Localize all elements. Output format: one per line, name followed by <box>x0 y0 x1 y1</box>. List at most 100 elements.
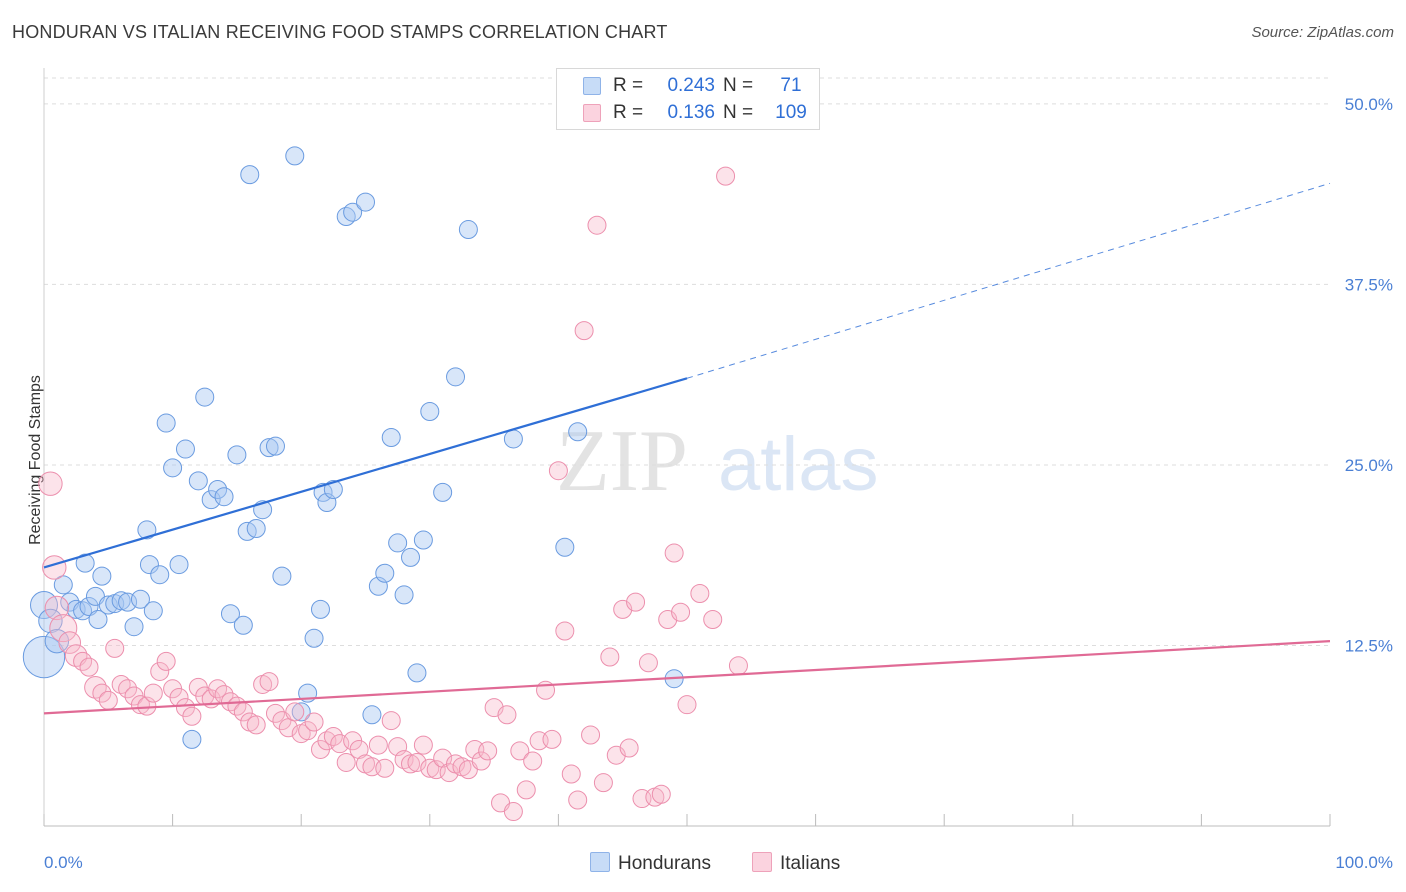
italian-point <box>619 738 639 758</box>
x-tick-label: 0.0% <box>44 853 83 872</box>
italians-legend-label: Italians <box>780 853 841 874</box>
n-label: N = <box>723 102 754 123</box>
honduran-point <box>53 575 73 595</box>
chart-title: HONDURAN VS ITALIAN RECEIVING FOOD STAMP… <box>12 22 668 42</box>
honduran-point <box>401 547 421 567</box>
italian-point <box>413 735 433 755</box>
y-tick-label: 12.5% <box>1345 636 1393 655</box>
honduran-point <box>88 609 108 629</box>
italian-point <box>118 679 138 699</box>
honduran-point <box>227 445 247 465</box>
italians-swatch <box>583 104 601 122</box>
n-value: 109 <box>775 102 807 123</box>
italian-trend-line <box>43 640 1331 715</box>
honduran-point <box>246 518 266 538</box>
italian-point <box>574 321 594 341</box>
italian-point <box>98 690 118 710</box>
r-value: 0.243 <box>667 75 715 96</box>
italian-point <box>285 702 305 722</box>
honduran-point <box>137 520 157 540</box>
italian-point <box>548 461 568 481</box>
italian-point <box>336 752 356 772</box>
honduran-point <box>44 628 70 654</box>
italian-point <box>105 638 125 658</box>
italian-point <box>259 672 279 692</box>
italians-legend-swatch <box>752 852 772 872</box>
honduran-point <box>362 705 382 725</box>
honduran-point <box>111 591 131 611</box>
italian-point <box>690 583 710 603</box>
legend-item-hondurans: Hondurans <box>590 852 711 875</box>
italian-point <box>568 790 588 810</box>
italian-point <box>407 752 427 772</box>
italian-point <box>143 683 163 703</box>
italian-point <box>638 653 658 673</box>
honduran-trend-extension <box>686 182 1331 379</box>
italian-point <box>503 802 523 822</box>
hondurans-legend-swatch <box>590 852 610 872</box>
honduran-point <box>304 628 324 648</box>
y-tick-label: 25.0% <box>1345 456 1393 475</box>
honduran-point <box>413 530 433 550</box>
honduran-point <box>388 533 408 553</box>
italian-point <box>523 751 543 771</box>
italian-point <box>651 784 671 804</box>
legend-item-italians: Italians <box>752 852 840 875</box>
honduran-point <box>291 702 311 722</box>
honduran-point <box>458 220 478 240</box>
honduran-point <box>356 192 375 212</box>
italian-point <box>561 764 581 784</box>
italian-point <box>49 614 78 643</box>
italian-point <box>516 780 536 800</box>
honduran-point <box>214 487 234 507</box>
italian-point <box>471 751 491 771</box>
italian-point <box>664 543 684 563</box>
honduran-point <box>407 663 427 683</box>
honduran-point <box>446 367 466 387</box>
chart-source: Source: ZipAtlas.com <box>1251 24 1394 41</box>
honduran-point <box>92 566 112 586</box>
italian-point <box>375 758 395 778</box>
italian-point <box>92 683 112 703</box>
italian-point <box>703 609 723 629</box>
italian-point <box>497 705 517 725</box>
italian-point <box>38 471 63 496</box>
r-label: R = <box>613 75 644 96</box>
n-label: N = <box>723 75 754 96</box>
honduran-point <box>220 604 240 624</box>
italian-point <box>600 647 620 667</box>
x-tick-label: 100.0% <box>1335 853 1393 872</box>
italian-point <box>58 631 82 654</box>
italian-point <box>587 215 607 235</box>
honduran-point <box>150 565 170 585</box>
honduran-point <box>555 537 575 557</box>
italian-point <box>349 739 369 759</box>
honduran-point <box>420 402 440 422</box>
honduran-point <box>503 429 523 449</box>
n-value: 71 <box>780 75 802 96</box>
honduran-point <box>75 553 95 573</box>
italian-point <box>265 703 285 723</box>
italian-point <box>542 729 562 749</box>
honduran-point <box>381 428 401 448</box>
watermark-zip: ZIP <box>556 413 688 510</box>
italian-point <box>246 715 266 735</box>
stats-legend: R = 0.243 N = 71 R = 0.136 N = 109 <box>556 68 820 130</box>
italian-point <box>381 711 401 731</box>
italian-point <box>368 735 388 755</box>
italian-point <box>626 592 646 612</box>
y-tick-label: 50.0% <box>1345 95 1393 114</box>
italian-point <box>156 651 176 671</box>
honduran-trend-line <box>43 377 688 569</box>
italian-point <box>433 748 453 768</box>
r-value: 0.136 <box>667 102 715 123</box>
honduran-point <box>265 436 285 456</box>
honduran-point <box>208 479 228 499</box>
honduran-point <box>188 471 208 491</box>
honduran-point <box>394 585 414 605</box>
honduran-point <box>143 601 163 621</box>
italian-point <box>478 741 498 761</box>
italian-point <box>182 706 202 726</box>
honduran-point <box>182 729 202 749</box>
italian-point <box>420 758 440 778</box>
